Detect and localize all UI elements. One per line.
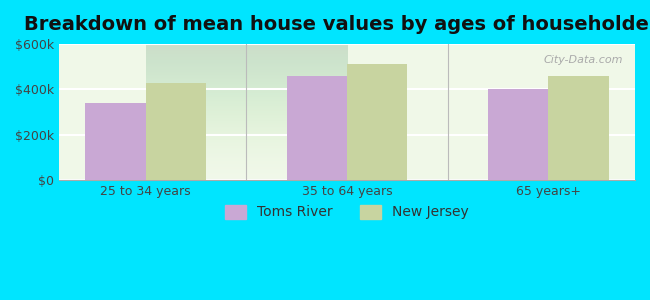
Bar [146,82,206,180]
Bar [488,89,549,180]
Bar [287,76,347,180]
Legend: Toms River, New Jersey: Toms River, New Jersey [220,199,474,225]
Bar [549,76,609,180]
Title: Breakdown of mean house values by ages of householders: Breakdown of mean house values by ages o… [24,15,650,34]
Text: City-Data.com: City-Data.com [544,55,623,65]
Bar [347,64,408,180]
Bar [85,103,146,180]
